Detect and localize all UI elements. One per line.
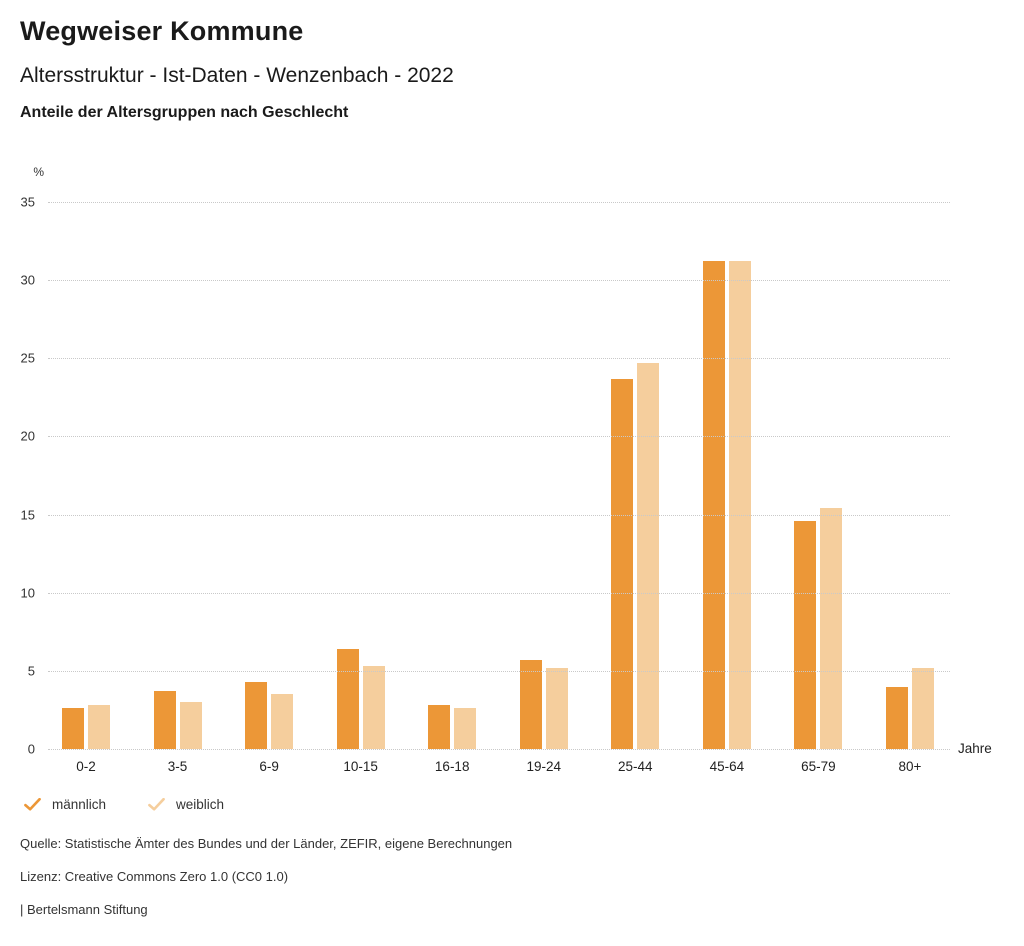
bar-männlich-80+[interactable] bbox=[885, 686, 908, 749]
legend: männlich weiblich bbox=[24, 797, 1004, 812]
bar-group-16-18: 16-18 bbox=[428, 202, 477, 774]
footer-source: Quelle: Statistische Ämter des Bundes un… bbox=[20, 836, 513, 851]
bar-group-80+: 80+ bbox=[885, 202, 934, 774]
x-axis-label-80+: 80+ bbox=[898, 759, 922, 774]
y-axis-tick-label: 35 bbox=[20, 194, 35, 210]
bar-group-19-24: 19-24 bbox=[519, 202, 568, 774]
bar-männlich-10-15[interactable] bbox=[336, 649, 359, 749]
bar-group-25-44: 25-44 bbox=[611, 202, 660, 774]
x-axis-label-10-15: 10-15 bbox=[343, 759, 378, 774]
bar-männlich-65-79[interactable] bbox=[794, 520, 817, 749]
footer-attribution: | Bertelsmann Stiftung bbox=[20, 902, 148, 917]
gridline-15 bbox=[48, 514, 950, 516]
bar-weiblich-65-79[interactable] bbox=[820, 508, 843, 749]
y-axis-tick-label: 25 bbox=[20, 350, 35, 366]
plot-area: % Jahre 0-2 3-5 6-9 10-15 16-18 19-24 25-44 45-… bbox=[21, 165, 992, 774]
page-title: Wegweiser Kommune bbox=[20, 16, 304, 46]
bar-männlich-45-64[interactable] bbox=[702, 261, 725, 749]
y-axis-tick-label: 15 bbox=[20, 507, 35, 523]
bar-group-3-5: 3-5 bbox=[153, 202, 202, 774]
bar-group-0-2: 0-2 bbox=[62, 202, 110, 774]
bar-männlich-0-2[interactable] bbox=[62, 708, 84, 749]
checkmark-icon bbox=[148, 798, 165, 811]
x-axis-label-65-79: 65-79 bbox=[801, 759, 836, 774]
gridline-20 bbox=[48, 436, 950, 438]
bar-weiblich-45-64[interactable] bbox=[728, 261, 751, 749]
gridline-25 bbox=[48, 358, 950, 360]
bar-männlich-6-9[interactable] bbox=[245, 681, 268, 749]
bar-weiblich-19-24[interactable] bbox=[545, 667, 568, 749]
bar-groups: 0-2 3-5 6-9 10-15 16-18 19-24 25-44 45-64 65-79 8… bbox=[48, 202, 950, 774]
bar-männlich-19-24[interactable] bbox=[519, 659, 542, 749]
x-axis-label-0-2: 0-2 bbox=[76, 759, 96, 774]
chart-subtitle: Anteile der Altersgruppen nach Geschlech… bbox=[20, 104, 349, 121]
bar-weiblich-6-9[interactable] bbox=[271, 694, 294, 749]
x-axis-label-6-9: 6-9 bbox=[259, 759, 279, 774]
footer-license: Lizenz: Creative Commons Zero 1.0 (CC0 1… bbox=[20, 869, 289, 884]
legend-label-männlich: männlich bbox=[52, 797, 107, 812]
legend-item-männlich[interactable]: männlich bbox=[24, 797, 106, 812]
x-axis-label-25-44: 25-44 bbox=[618, 759, 653, 774]
bar-group-65-79: 65-79 bbox=[794, 202, 843, 774]
y-axis-tick-label: 0 bbox=[27, 741, 35, 757]
checkmark-icon bbox=[24, 798, 41, 811]
gridline-5 bbox=[48, 670, 950, 672]
bar-weiblich-16-18[interactable] bbox=[454, 708, 477, 749]
bar-weiblich-10-15[interactable] bbox=[362, 666, 385, 749]
x-axis-unit-label: Jahre bbox=[958, 741, 992, 756]
y-axis-tick-label: 30 bbox=[20, 272, 35, 288]
y-axis-tick-label: 5 bbox=[27, 663, 35, 679]
x-axis-label-16-18: 16-18 bbox=[434, 759, 470, 774]
bar-weiblich-80+[interactable] bbox=[911, 667, 934, 749]
gridline-0 bbox=[48, 749, 950, 750]
bar-group-10-15: 10-15 bbox=[336, 202, 385, 774]
bar-weiblich-25-44[interactable] bbox=[637, 363, 660, 749]
chart-area: % Jahre 0-2 3-5 6-9 10-15 16-18 19-24 25-44 45-… bbox=[21, 165, 1004, 774]
chart-title: Altersstruktur - Ist-Daten - Wenzenbach … bbox=[20, 64, 454, 87]
x-axis-label-3-5: 3-5 bbox=[167, 759, 188, 774]
x-axis-label-19-24: 19-24 bbox=[526, 759, 561, 774]
gridline-30 bbox=[48, 280, 950, 282]
footer: Quelle: Statistische Ämter des Bundes un… bbox=[20, 836, 1004, 917]
y-axis-unit-label: % bbox=[33, 165, 44, 179]
bar-männlich-16-18[interactable] bbox=[428, 705, 451, 749]
y-axis-tick-label: 10 bbox=[20, 585, 35, 601]
bar-männlich-25-44[interactable] bbox=[611, 378, 634, 749]
legend-label-weiblich: weiblich bbox=[176, 797, 225, 812]
bar-group-6-9: 6-9 bbox=[245, 202, 294, 774]
legend-item-weiblich[interactable]: weiblich bbox=[148, 797, 224, 812]
gridline-35 bbox=[48, 202, 950, 203]
bar-männlich-3-5[interactable] bbox=[153, 691, 176, 749]
y-axis-tick-label: 20 bbox=[20, 428, 35, 444]
gridline-10 bbox=[48, 592, 950, 594]
x-axis-label-45-64: 45-64 bbox=[709, 759, 745, 774]
bar-group-45-64: 45-64 bbox=[702, 202, 751, 774]
bar-weiblich-0-2[interactable] bbox=[88, 705, 110, 749]
bar-weiblich-3-5[interactable] bbox=[179, 702, 202, 749]
